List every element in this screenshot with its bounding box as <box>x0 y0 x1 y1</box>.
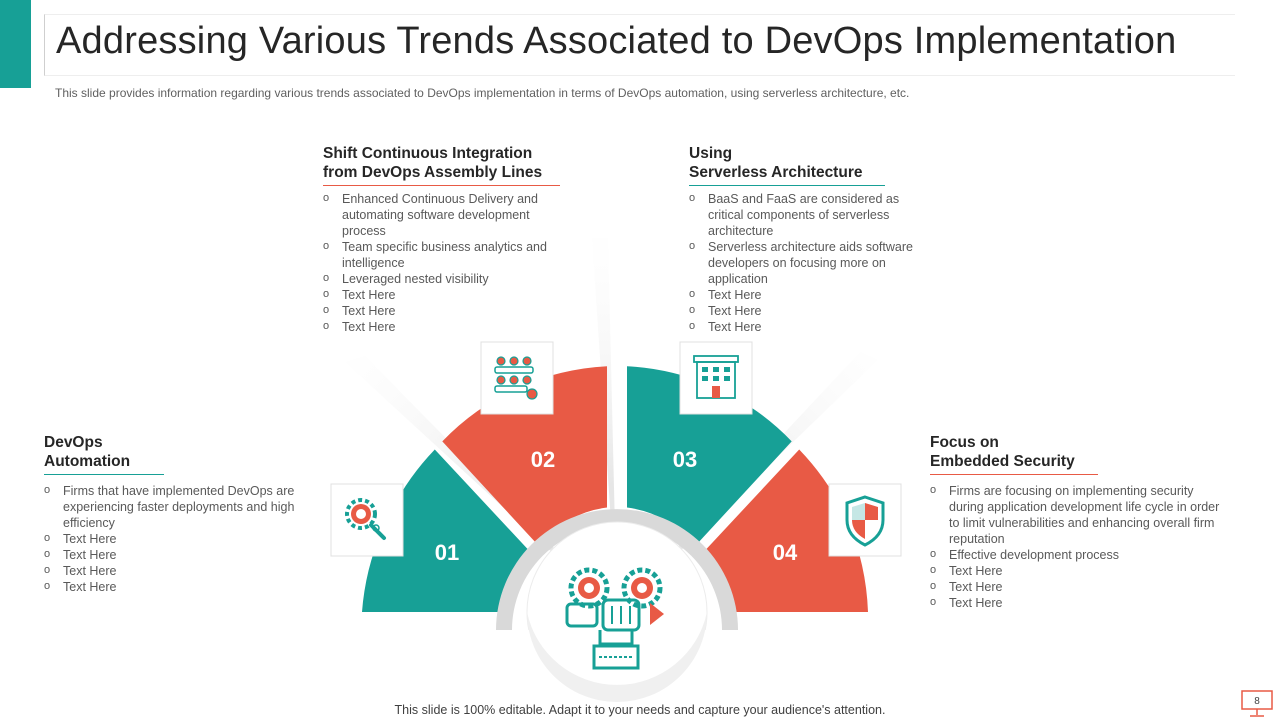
list-item: Text Here <box>44 546 306 563</box>
section-title-line: Focus on <box>930 434 999 451</box>
section-serverless-list: BaaS and FaaS are considered as critical… <box>689 190 929 335</box>
section-underline <box>44 474 164 475</box>
accent-bar <box>0 0 31 88</box>
list-item: Text Here <box>689 302 929 319</box>
monitor-icon: 8 <box>1241 690 1273 717</box>
list-item: Text Here <box>323 286 557 303</box>
page-title: Addressing Various Trends Associated to … <box>56 20 1177 62</box>
team-icon <box>480 341 554 415</box>
section-devops-automation-list: Firms that have implemented DevOps are e… <box>44 482 306 595</box>
section-title-line: Using <box>689 145 733 162</box>
section-security-list: Firms are focusing on implementing secur… <box>930 482 1220 611</box>
section-security-title: Focus on Embedded Security <box>930 433 1075 471</box>
list-item: Text Here <box>689 318 929 335</box>
list-item: BaaS and FaaS are considered as critical… <box>689 190 929 239</box>
inner-ring <box>496 509 738 630</box>
segment-01 <box>362 449 531 612</box>
segment-number-04: 04 <box>773 540 798 565</box>
list-item: Team specific business analytics and int… <box>323 238 557 271</box>
section-underline <box>323 185 560 186</box>
list-item: Text Here <box>323 318 557 335</box>
list-item: Text Here <box>323 302 557 319</box>
list-item: Serverless architecture aids software de… <box>689 238 929 287</box>
title-frame <box>44 14 1235 76</box>
segment-number-02: 02 <box>531 447 555 472</box>
list-item: Text Here <box>44 530 306 547</box>
hand-gears-icon <box>565 567 664 670</box>
building-icon <box>679 341 753 415</box>
list-item: Text Here <box>930 562 1220 579</box>
section-title-line: Automation <box>44 453 131 470</box>
section-devops-automation-title: DevOps Automation <box>44 433 130 471</box>
list-item: Text Here <box>689 286 929 303</box>
section-continuous-integration-title: Shift Continuous Integration from DevOps… <box>323 144 542 182</box>
list-item: Text Here <box>44 578 306 595</box>
segment-number-03: 03 <box>673 447 697 472</box>
section-title-line: Shift Continuous Integration <box>323 145 533 162</box>
center-shadow <box>527 612 707 702</box>
section-title-line: from DevOps Assembly Lines <box>323 164 543 181</box>
list-item: Enhanced Continuous Delivery and automat… <box>323 190 557 239</box>
list-item: Firms are focusing on implementing secur… <box>930 482 1220 547</box>
section-underline <box>689 185 885 186</box>
segment-04 <box>703 449 868 612</box>
list-item: Effective development process <box>930 546 1220 563</box>
section-serverless-title: Using Serverless Architecture <box>689 144 862 182</box>
gear-search-icon <box>330 483 404 557</box>
footer-note: This slide is 100% editable. Adapt it to… <box>394 703 886 717</box>
segment-number-01: 01 <box>435 540 459 565</box>
section-title-line: DevOps <box>44 434 103 451</box>
section-continuous-integration-list: Enhanced Continuous Delivery and automat… <box>323 190 557 335</box>
shield-icon <box>828 483 902 557</box>
section-underline <box>930 474 1098 475</box>
section-title-line: Embedded Security <box>930 453 1075 470</box>
list-item: Firms that have implemented DevOps are e… <box>44 482 306 531</box>
page-subtitle: This slide provides information regardin… <box>55 86 910 100</box>
list-item: Text Here <box>930 578 1220 595</box>
page-number: 8 <box>1254 696 1260 707</box>
list-item: Text Here <box>44 562 306 579</box>
list-item: Text Here <box>930 594 1220 611</box>
list-item: Leveraged nested visibility <box>323 270 557 287</box>
section-title-line: Serverless Architecture <box>689 164 863 181</box>
